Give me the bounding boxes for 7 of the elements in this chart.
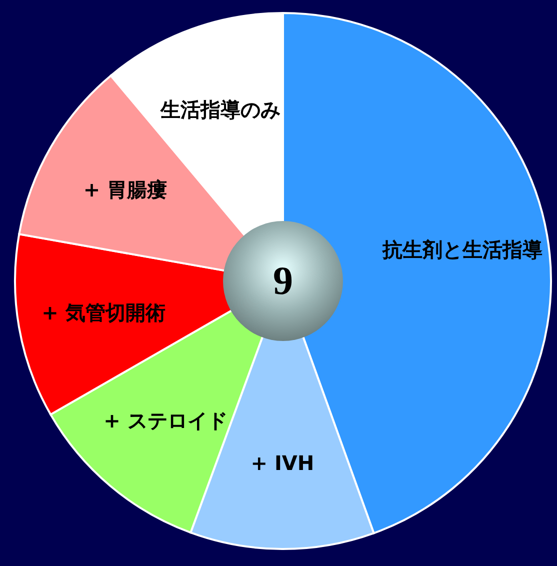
slice-label: + 胃腸瘻 (83, 178, 168, 202)
slice-label: + IVH (250, 451, 314, 476)
slice-label: 抗生剤と生活指導 (382, 238, 543, 262)
slice-label: + ステロイド (104, 408, 228, 432)
slice-label: 生活指導のみ (160, 98, 281, 122)
slice-label: + 気管切開術 (42, 300, 166, 324)
text: 9 (272, 257, 294, 305)
